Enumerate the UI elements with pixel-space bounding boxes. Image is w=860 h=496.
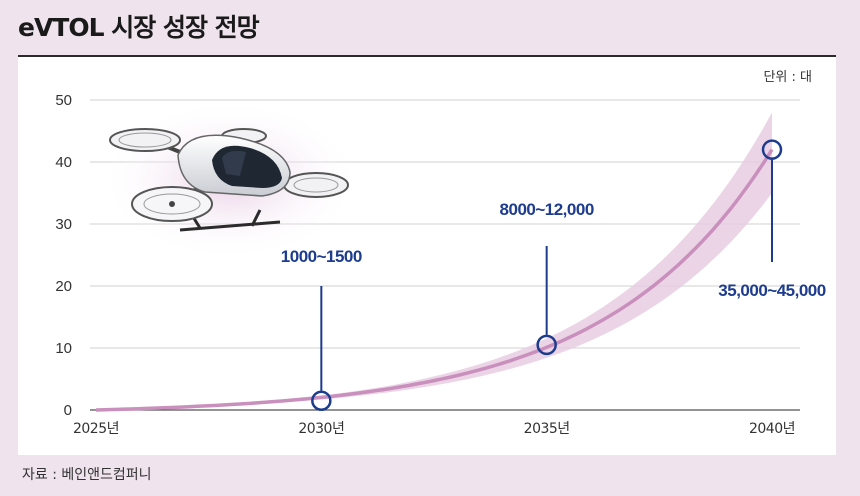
y-tick-label: 50 bbox=[55, 92, 72, 109]
annotations: 1000~1500 8000~12,000 35,000~45,000 bbox=[281, 139, 826, 411]
y-axis-ticks: 0 10 20 30 40 50 bbox=[55, 92, 72, 419]
y-tick-label: 30 bbox=[55, 216, 72, 233]
data-label: 8000~12,000 bbox=[500, 200, 594, 219]
evtol-aircraft-icon bbox=[100, 100, 360, 260]
data-point-marker bbox=[311, 390, 332, 411]
data-point-marker bbox=[536, 334, 557, 356]
source-note: 자료 : 베인앤드컴퍼니 bbox=[22, 467, 152, 483]
chart-title: eVTOL 시장 성장 전망 bbox=[18, 13, 260, 42]
x-tick-label: 2040년 bbox=[749, 421, 795, 437]
y-tick-label: 0 bbox=[64, 402, 72, 419]
x-tick-label: 2035년 bbox=[524, 421, 570, 437]
data-label: 35,000~45,000 bbox=[718, 281, 825, 300]
x-axis-ticks: 2025년 2030년 2035년 2040년 bbox=[73, 421, 796, 437]
series-line bbox=[95, 148, 774, 412]
unit-label: 단위 : 대 bbox=[763, 70, 812, 85]
y-tick-label: 20 bbox=[55, 278, 72, 295]
title-divider bbox=[18, 55, 836, 57]
grid-lines bbox=[90, 99, 800, 411]
x-tick-label: 2025년 bbox=[73, 421, 119, 437]
data-point-marker bbox=[761, 139, 783, 160]
y-tick-label: 10 bbox=[55, 340, 72, 357]
y-tick-label: 40 bbox=[55, 154, 72, 171]
data-label: 1000~1500 bbox=[281, 247, 362, 266]
x-tick-label: 2030년 bbox=[298, 421, 344, 437]
